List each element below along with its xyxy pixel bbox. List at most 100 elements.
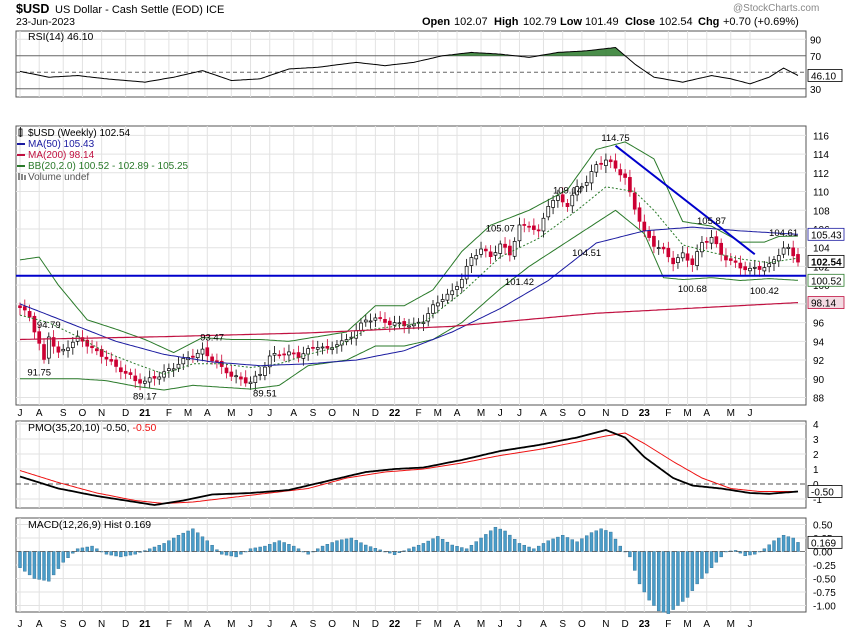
x-tick-label-bottom: F — [166, 619, 172, 630]
candle-body — [335, 344, 339, 347]
candle-body — [661, 246, 666, 250]
candle-body — [368, 320, 373, 323]
macd-hist-bar — [119, 551, 123, 558]
macd-hist-bar — [320, 545, 325, 552]
pmo-y-tick: 3 — [813, 435, 819, 446]
ma50-line — [19, 226, 799, 367]
price-y-tick: 110 — [813, 188, 829, 199]
x-tick-label-top: N — [353, 408, 360, 419]
macd-hist-bar — [340, 539, 344, 552]
x-tick-label-top: D — [122, 408, 129, 419]
price-right-label: 105.43 — [811, 230, 842, 241]
price-y-tick: 94 — [813, 337, 825, 348]
x-tick-label-top: 21 — [139, 408, 151, 419]
macd-hist-bar — [609, 531, 613, 552]
candle-body — [18, 305, 22, 308]
price-right-label-box — [807, 273, 845, 287]
candle-body — [479, 248, 483, 255]
candle-body — [738, 262, 743, 269]
macd-hist-bar — [695, 551, 699, 585]
x-tick-label-top: M — [727, 408, 735, 419]
low-value: 101.49 — [585, 16, 619, 28]
candle-body — [90, 345, 94, 349]
candle-body — [652, 235, 656, 247]
candle-body — [133, 375, 138, 382]
price-y-tick: 108 — [813, 206, 830, 217]
x-tick-label-bottom: F — [665, 619, 671, 630]
candle-body — [743, 266, 748, 271]
macd-y-tick: -0.50 — [813, 575, 836, 586]
macd-hist-bar — [407, 548, 411, 552]
macd-hist-bar — [633, 551, 637, 571]
candle-body — [147, 377, 152, 383]
macd-hist-bar — [503, 530, 507, 552]
macd-hist-bar — [61, 551, 65, 563]
candle-body — [445, 293, 450, 301]
rsi-y-tick: 90 — [810, 35, 822, 46]
macd-hist-bar — [349, 537, 354, 552]
rsi-y-tick: 70 — [810, 52, 822, 63]
x-tick-label-top: A — [204, 408, 211, 419]
x-tick-label-top: D — [621, 408, 628, 419]
price-annotation: 109.14 — [553, 186, 582, 197]
price-y-tick: 112 — [813, 169, 829, 180]
macd-hist-bar — [767, 544, 771, 552]
candle-body — [287, 351, 291, 356]
price-y-tick: 96 — [813, 319, 825, 330]
x-tick-label-bottom: S — [559, 619, 566, 630]
candle-body — [378, 317, 383, 319]
candle-body — [714, 236, 719, 245]
candle-body — [402, 321, 407, 327]
x-tick-label-top: J — [248, 408, 253, 419]
candle-body — [455, 286, 459, 290]
macd-hist-bar — [109, 551, 113, 556]
macd-hist-bar — [743, 551, 747, 557]
candle-body — [387, 320, 392, 326]
macd-hist-bar — [498, 528, 502, 552]
x-tick-label-bottom: J — [267, 619, 272, 630]
candle-body — [589, 171, 594, 184]
price-annotation: 105.07 — [486, 224, 515, 235]
candle-body — [253, 375, 258, 384]
candle-body — [239, 376, 243, 380]
macd-hist-bar — [604, 530, 608, 552]
macd-hist-bar — [95, 548, 99, 552]
candle-body — [647, 230, 651, 238]
x-tick-label-bottom: D — [621, 619, 628, 630]
rsi-last-box — [807, 69, 843, 82]
macd-hist-bar — [575, 541, 579, 552]
candle-body — [613, 160, 618, 169]
ohlc-summary: Open 102.07 High 102.79 Low 101.49 Close… — [422, 16, 799, 28]
candle-body — [786, 246, 791, 249]
candle-body — [315, 347, 320, 350]
price-annotation: 114.75 — [601, 133, 629, 144]
pmo-y-tick: 1 — [813, 465, 819, 476]
candle-body — [666, 247, 671, 258]
macd-hist-bar — [196, 532, 200, 552]
macd-hist-bar — [536, 545, 541, 552]
candle-body — [484, 248, 488, 252]
price-annotation: 100.68 — [678, 284, 707, 295]
candle-body — [37, 331, 42, 344]
candle-body — [171, 368, 176, 371]
price-right-label-box — [807, 227, 845, 241]
candle-body — [556, 195, 560, 201]
x-tick-label-top: J — [517, 408, 522, 419]
candle-body — [411, 323, 416, 327]
macd-hist-bar — [493, 526, 498, 552]
x-tick-label-top: A — [540, 408, 547, 419]
candle-body — [138, 379, 142, 384]
candle-body — [200, 348, 205, 355]
pmo-y-tick: -1 — [813, 495, 822, 506]
macd-hist-bar — [618, 545, 622, 552]
legend-swatch-volume — [18, 173, 20, 180]
candle-body — [690, 258, 695, 266]
macd-hist-bar — [436, 536, 440, 552]
macd-hist-bar — [37, 551, 41, 580]
macd-hist-bar — [191, 528, 195, 552]
candle-body — [32, 315, 37, 333]
x-tick-label-top: F — [665, 408, 671, 419]
legend-swatch-volume — [21, 174, 23, 180]
macd-hist-bar — [114, 551, 118, 557]
x-tick-label-bottom: A — [703, 619, 710, 630]
